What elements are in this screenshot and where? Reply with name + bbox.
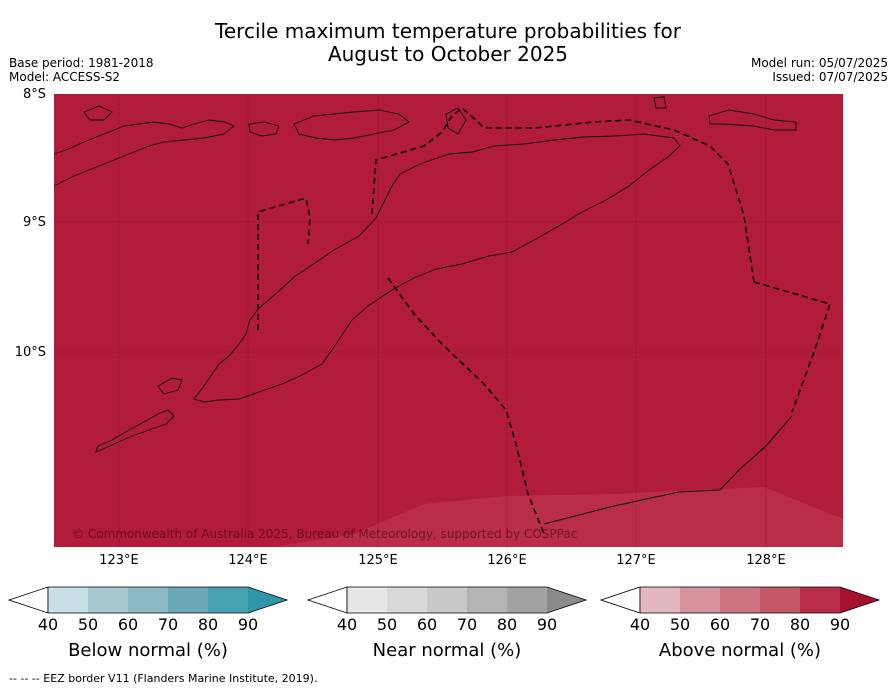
cb1-right-arrow	[248, 587, 287, 613]
cb2-right-arrow	[547, 587, 586, 613]
map-background	[54, 94, 843, 547]
cb3-right-arrow	[840, 587, 879, 613]
copyright-text: © Commonwealth of Australia 2025, Bureau…	[72, 527, 578, 541]
eez-footnote: -- -- -- EEZ border V11 (Flanders Marine…	[9, 672, 318, 685]
cb1-title: Below normal (%)	[68, 640, 228, 661]
cb2-tick-90: 90	[536, 615, 558, 634]
base-period-text: Base period: 1981-2018	[9, 56, 154, 70]
cb3-left-arrow	[600, 586, 641, 614]
cb3-tick-50: 50	[669, 615, 691, 634]
cb1-tick-80: 80	[197, 615, 219, 634]
cb2-tick-50: 50	[376, 615, 398, 634]
cb3-tick-80: 80	[789, 615, 811, 634]
cb3-tick-90: 90	[829, 615, 851, 634]
cb1-tick-90: 90	[237, 615, 259, 634]
cb1-bin-80-90	[208, 587, 248, 613]
cb2-left-arrow	[307, 586, 348, 614]
small-island-4	[708, 109, 797, 131]
northern-islands-outline	[54, 119, 235, 187]
cb1-tick-50: 50	[77, 615, 99, 634]
eez-border-east	[753, 281, 831, 413]
colorbar-below-normal	[8, 586, 289, 614]
cb3-tick-60: 60	[709, 615, 731, 634]
cb3-bin-70-80	[760, 587, 800, 613]
cb2-bin-40-50	[347, 587, 387, 613]
cb1-tick-40: 40	[37, 615, 59, 634]
cb1-tick-60: 60	[117, 615, 139, 634]
coastlines	[54, 96, 797, 525]
eez-border	[257, 107, 831, 535]
lat-label-8s: 8°S	[22, 87, 46, 102]
small-island-2	[445, 107, 467, 135]
cb3-title: Above normal (%)	[658, 640, 822, 661]
lat-label-10s: 10°S	[14, 345, 46, 360]
eez-border-south	[387, 277, 545, 535]
title-line-1: Tercile maximum temperature probabilitie…	[215, 19, 681, 43]
cb1-bin-60-70	[128, 587, 168, 613]
lon-label-123e: 123°E	[99, 553, 139, 568]
cb3-bin-40-50	[640, 587, 680, 613]
lon-label-125e: 125°E	[358, 553, 398, 568]
cb1-bin-50-60	[88, 587, 128, 613]
lon-label-124e: 124°E	[228, 553, 268, 568]
alor-outline	[248, 121, 280, 137]
eez-border-north	[371, 107, 755, 283]
cb3-bin-50-60	[680, 587, 720, 613]
cb2-title: Near normal (%)	[372, 640, 522, 661]
lon-label-127e: 127°E	[616, 553, 656, 568]
ashmore-coast-line	[543, 415, 793, 525]
cb1-tick-70: 70	[157, 615, 179, 634]
small-island-1	[83, 105, 113, 121]
probability-map	[54, 94, 843, 547]
small-island-3	[653, 96, 667, 109]
lat-label-9s: 9°S	[22, 215, 46, 230]
cb2-bin-60-70	[427, 587, 467, 613]
lon-label-128e: 128°E	[746, 553, 786, 568]
cb1-bin-70-80	[168, 587, 208, 613]
chart-title: Tercile maximum temperature probabilitie…	[0, 20, 896, 66]
issued-text: Issued: 07/07/2025	[772, 70, 888, 84]
timor-island-outline	[193, 133, 681, 403]
cb2-tick-40: 40	[336, 615, 358, 634]
colorbar-near-normal	[307, 586, 588, 614]
cb2-bin-70-80	[467, 587, 507, 613]
model-run-text: Model run: 05/07/2025	[750, 56, 888, 70]
rote-island-outline	[95, 409, 175, 453]
meta-left: Base period: 1981-2018 Model: ACCESS-S2	[9, 56, 154, 84]
cb2-tick-80: 80	[496, 615, 518, 634]
cb3-bin-80-90	[800, 587, 840, 613]
wetar-outline	[293, 109, 410, 141]
colorbar-above-normal	[600, 586, 881, 614]
cb3-tick-70: 70	[749, 615, 771, 634]
cb3-bin-60-70	[720, 587, 760, 613]
cb2-bin-50-60	[387, 587, 427, 613]
title-line-2: August to October 2025	[327, 42, 569, 66]
cb1-left-arrow	[8, 586, 49, 614]
cb1-bin-40-50	[48, 587, 88, 613]
cb2-tick-70: 70	[456, 615, 478, 634]
meta-right: Model run: 05/07/2025 Issued: 07/07/2025	[751, 56, 888, 84]
semau-island-outline	[157, 377, 183, 395]
cb2-tick-60: 60	[416, 615, 438, 634]
cb2-bin-80-90	[507, 587, 547, 613]
lon-label-126e: 126°E	[487, 553, 527, 568]
lighter-probability-patch	[274, 487, 843, 547]
cb3-tick-40: 40	[629, 615, 651, 634]
model-text: Model: ACCESS-S2	[9, 70, 121, 84]
graticule	[54, 94, 843, 547]
